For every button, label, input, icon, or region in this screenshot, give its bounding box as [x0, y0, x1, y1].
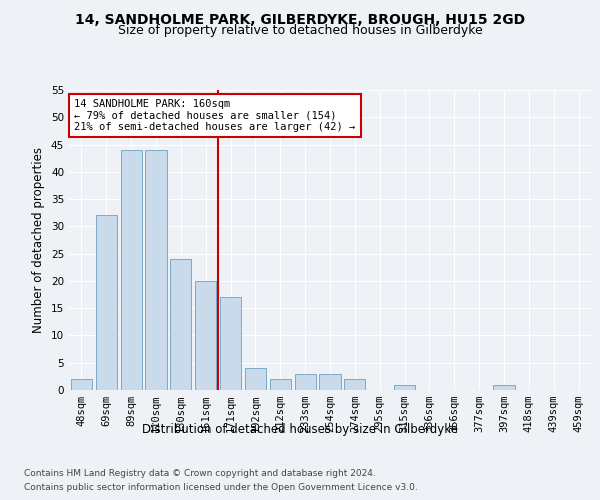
Bar — [295, 374, 316, 390]
Bar — [344, 379, 365, 390]
Bar — [394, 384, 415, 390]
Bar — [145, 150, 167, 390]
Text: Contains HM Land Registry data © Crown copyright and database right 2024.: Contains HM Land Registry data © Crown c… — [24, 468, 376, 477]
Bar — [121, 150, 142, 390]
Bar — [270, 379, 291, 390]
Bar — [220, 298, 241, 390]
Bar — [71, 379, 92, 390]
Text: Contains public sector information licensed under the Open Government Licence v3: Contains public sector information licen… — [24, 484, 418, 492]
Text: Size of property relative to detached houses in Gilberdyke: Size of property relative to detached ho… — [118, 24, 482, 37]
Bar — [319, 374, 341, 390]
Bar — [493, 384, 515, 390]
Text: 14 SANDHOLME PARK: 160sqm
← 79% of detached houses are smaller (154)
21% of semi: 14 SANDHOLME PARK: 160sqm ← 79% of detac… — [74, 99, 355, 132]
Text: 14, SANDHOLME PARK, GILBERDYKE, BROUGH, HU15 2GD: 14, SANDHOLME PARK, GILBERDYKE, BROUGH, … — [75, 12, 525, 26]
Bar — [245, 368, 266, 390]
Bar — [170, 259, 191, 390]
Bar — [96, 216, 117, 390]
Text: Distribution of detached houses by size in Gilberdyke: Distribution of detached houses by size … — [142, 422, 458, 436]
Bar — [195, 281, 216, 390]
Y-axis label: Number of detached properties: Number of detached properties — [32, 147, 46, 333]
